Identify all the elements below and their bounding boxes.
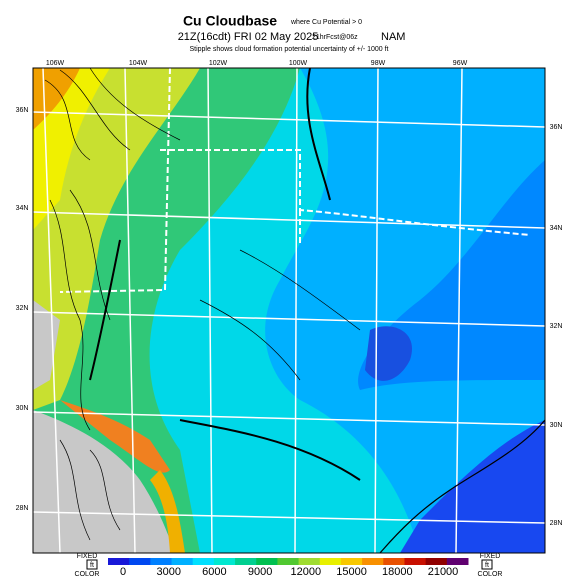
colorbar-swatch [256, 558, 278, 565]
colorbar-swatch [362, 558, 384, 565]
latitude-label: 28N [550, 520, 563, 527]
colorbar-swatch [192, 558, 215, 565]
colorbar-left-bottom: COLOR [75, 571, 100, 578]
longitude-label: 96W [453, 60, 468, 67]
colorbar-tick-label: 12000 [291, 566, 322, 578]
colorbar-swatch [235, 558, 257, 565]
latitude-labels: 36N 34N 32N 30N 28N 36N 34N 32N 30N 28N [16, 107, 563, 527]
colorbar-swatch [129, 558, 151, 565]
map [32, 67, 546, 554]
valid-time: 21Z(16cdt) FRI 02 May 2025 [178, 31, 319, 43]
colorbar-tick-label: 18000 [382, 566, 413, 578]
subtitle: Stipple shows cloud formation potential … [189, 46, 388, 53]
latitude-label: 36N [550, 124, 563, 131]
colorbar-swatch [108, 558, 130, 565]
colorbar-swatch [404, 558, 427, 565]
colorbar-swatch [340, 558, 363, 565]
colorbar-tick-label: 0 [120, 566, 126, 578]
latitude-label: 36N [16, 107, 29, 114]
longitude-label: 102W [209, 60, 228, 67]
longitude-label: 106W [46, 60, 65, 67]
colorbar-right-top: FIXED [480, 553, 501, 560]
longitude-label: 104W [129, 60, 148, 67]
colorbar-swatch [171, 558, 194, 565]
latitude-label: 34N [550, 225, 563, 232]
colorbar-tick-label: 6000 [202, 566, 226, 578]
latitude-label: 30N [550, 422, 563, 429]
forecast: 21hrFcst@06z [312, 34, 358, 41]
colorbar-swatch [298, 558, 321, 565]
colorbar-swatch [383, 558, 405, 565]
colorbar-tick-label: 15000 [336, 566, 367, 578]
colorbar: FIXED ft COLOR FIXED ft COLOR 0 3000 6000 9… [75, 553, 503, 578]
colorbar-right-mid: ft [485, 562, 489, 569]
colorbar-swatch [277, 558, 300, 565]
model: NAM [381, 31, 405, 43]
latitude-label: 34N [16, 205, 29, 212]
colorbar-swatch [425, 558, 448, 565]
longitude-label: 98W [371, 60, 386, 67]
colorbar-tick-label: 21000 [428, 566, 459, 578]
colorbar-swatch [213, 558, 236, 565]
fixed-color-box [86, 559, 98, 570]
longitude-labels: 106W 104W 102W 100W 98W 96W [46, 60, 468, 67]
fixed-color-box [481, 559, 493, 570]
title: Cu Cloudbase [183, 13, 277, 29]
latitude-label: 28N [16, 505, 29, 512]
colorbar-left-mid: ft [90, 562, 94, 569]
colorbar-swatch [446, 558, 469, 565]
latitude-label: 32N [16, 305, 29, 312]
colorbar-swatch [150, 558, 173, 565]
title-note: where Cu Potential > 0 [290, 19, 362, 26]
latitude-label: 32N [550, 323, 563, 330]
colorbar-swatch [319, 558, 342, 565]
longitude-label: 100W [289, 60, 308, 67]
colorbar-left-top: FIXED [77, 553, 98, 560]
colorbar-right-bottom: COLOR [478, 571, 503, 578]
colorbar-tick-label: 9000 [248, 566, 272, 578]
colorbar-tick-label: 3000 [156, 566, 180, 578]
latitude-label: 30N [16, 405, 29, 412]
